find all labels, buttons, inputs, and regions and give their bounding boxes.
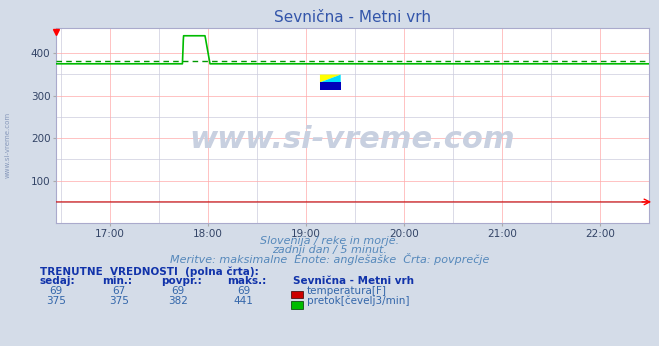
Text: 375: 375 — [46, 297, 66, 307]
Polygon shape — [320, 75, 341, 82]
Text: Sevnična - Metni vrh: Sevnična - Metni vrh — [293, 276, 415, 286]
Text: 69: 69 — [237, 286, 250, 296]
Text: 67: 67 — [112, 286, 125, 296]
Polygon shape — [320, 75, 341, 82]
Text: Meritve: maksimalne  Enote: anglešaške  Črta: povprečje: Meritve: maksimalne Enote: anglešaške Čr… — [170, 253, 489, 265]
Text: povpr.:: povpr.: — [161, 276, 202, 286]
Text: maks.:: maks.: — [227, 276, 267, 286]
Text: Slovenija / reke in morje.: Slovenija / reke in morje. — [260, 236, 399, 246]
Text: TRENUTNE  VREDNOSTI  (polna črta):: TRENUTNE VREDNOSTI (polna črta): — [40, 266, 258, 277]
Polygon shape — [320, 82, 341, 90]
Text: sedaj:: sedaj: — [40, 276, 75, 286]
Text: 69: 69 — [171, 286, 185, 296]
Text: 441: 441 — [234, 297, 254, 307]
Text: www.si-vreme.com: www.si-vreme.com — [190, 125, 515, 154]
Text: temperatura[F]: temperatura[F] — [307, 286, 387, 296]
Title: Sevnična - Metni vrh: Sevnična - Metni vrh — [274, 10, 431, 25]
Text: 375: 375 — [109, 297, 129, 307]
Text: www.si-vreme.com: www.si-vreme.com — [5, 112, 11, 179]
Text: zadnji dan / 5 minut.: zadnji dan / 5 minut. — [272, 245, 387, 255]
Text: 382: 382 — [168, 297, 188, 307]
Text: min.:: min.: — [102, 276, 132, 286]
Text: pretok[čevelj3/min]: pretok[čevelj3/min] — [307, 296, 410, 307]
Text: 69: 69 — [49, 286, 63, 296]
